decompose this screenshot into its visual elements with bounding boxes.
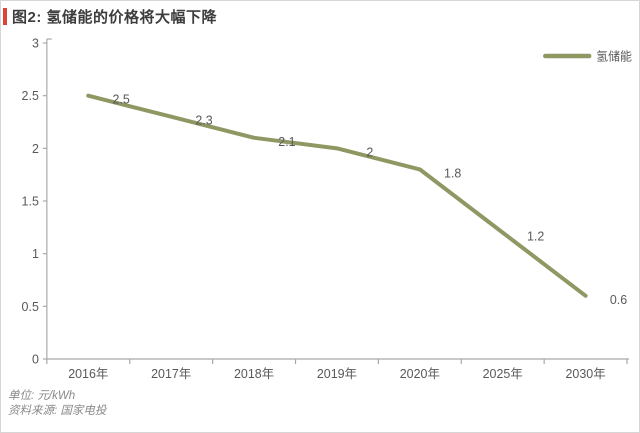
data-label: 2.3	[195, 114, 212, 128]
x-tick-label: 2018年	[234, 367, 274, 380]
data-label: 2	[366, 145, 373, 159]
data-label: 2.1	[278, 135, 295, 149]
data-label: 1.2	[527, 230, 544, 244]
title-row: 图2: 氢储能的价格将大幅下降	[1, 1, 639, 28]
y-tick-label: 1	[32, 247, 39, 261]
x-tick-label: 2020年	[400, 367, 440, 380]
unit-note: 单位: 元/kWh	[8, 390, 76, 402]
data-label: 1.8	[444, 166, 461, 180]
x-tick-label: 2030年	[566, 367, 606, 380]
title-accent-bar	[3, 8, 7, 25]
x-tick-label: 2017年	[151, 367, 191, 380]
legend-label: 氢储能	[596, 48, 632, 63]
series-line	[86, 93, 588, 298]
chart-title: 图2: 氢储能的价格将大幅下降	[12, 9, 218, 26]
x-tick-label: 2019年	[317, 367, 357, 380]
x-tick-label: 2016年	[68, 367, 108, 380]
y-tick-label: 2.5	[22, 89, 39, 103]
chart-area: 0 0.5 1 1.5 2 2.5 3 2016年 2017年 2018年 2019年 2020年 20…	[1, 28, 639, 380]
y-tick-label: 0.5	[22, 300, 39, 314]
data-label: 0.6	[610, 293, 627, 307]
chart-footer: 单位: 元/kWh 资料来源: 国家电投	[1, 380, 639, 419]
data-label: 2.5	[113, 93, 130, 107]
x-tick-label: 2025年	[483, 367, 523, 380]
y-tick-label: 3	[32, 36, 39, 50]
y-tick-label: 1.5	[22, 194, 39, 208]
source-note: 资料来源: 国家电投	[8, 405, 107, 417]
y-tick-label: 0	[32, 352, 39, 366]
y-tick-label: 2	[32, 142, 39, 156]
